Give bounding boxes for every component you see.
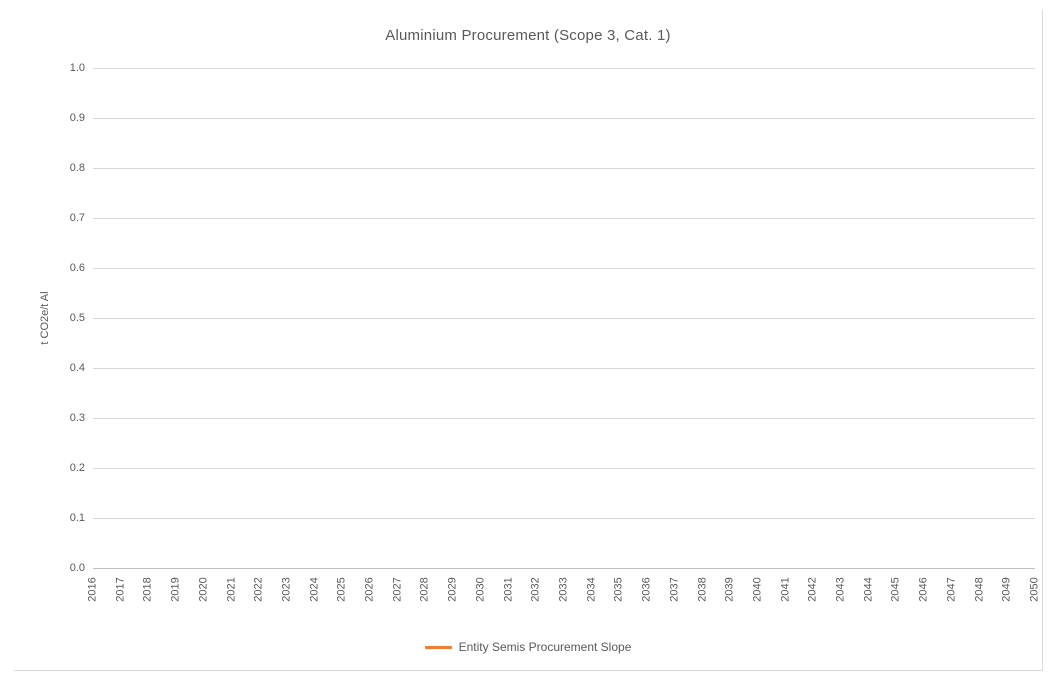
x-tick-label: 2024 [308, 577, 321, 602]
x-tick-label: 2047 [945, 577, 958, 602]
y-tick-label: 0.9 [69, 112, 85, 124]
y-tick-label: 0.6 [69, 262, 85, 274]
gridline [93, 368, 1035, 369]
y-tick-label: 0.7 [69, 212, 85, 224]
x-tick-label: 2018 [141, 577, 154, 602]
x-tick-label: 2027 [391, 577, 404, 602]
x-tick-label: 2042 [806, 577, 819, 602]
x-tick-label: 2028 [418, 577, 431, 602]
x-tick-label: 2023 [280, 577, 293, 602]
x-tick-label: 2021 [225, 577, 238, 602]
gridline [93, 318, 1035, 319]
x-tick-label: 2022 [252, 577, 265, 602]
x-tick-label: 2030 [474, 577, 487, 602]
legend[interactable]: Entity Semis Procurement Slope [14, 640, 1042, 654]
y-tick-label: 0.3 [69, 412, 85, 424]
x-tick-label: 2040 [751, 577, 764, 602]
x-tick-label: 2016 [86, 577, 99, 602]
x-tick-label: 2033 [557, 577, 570, 602]
x-tick-label: 2029 [446, 577, 459, 602]
x-tick-label: 2020 [197, 577, 210, 602]
legend-series-label: Entity Semis Procurement Slope [458, 640, 632, 654]
y-tick-label: 1.0 [69, 62, 85, 74]
gridline [93, 218, 1035, 219]
plot-area: 1.0 0.9 0.8 0.7 0.6 0.5 0.4 0.3 0.2 0.1 0.0 2016 201… [14, 10, 1042, 670]
y-tick-label: 0.5 [69, 312, 85, 324]
x-tick-label: 2019 [169, 577, 182, 602]
gridline [93, 168, 1035, 169]
x-axis-line [93, 568, 1035, 569]
y-axis-title: t CO2e/t Al [39, 291, 51, 345]
y-tick-label: 0.4 [69, 362, 85, 374]
x-tick-label: 2041 [779, 577, 792, 602]
gridline [93, 418, 1035, 419]
x-tick-label: 2046 [917, 577, 930, 602]
x-tick-label: 2026 [363, 577, 376, 602]
x-tick-label: 2034 [585, 577, 598, 602]
x-tick-label: 2039 [723, 577, 736, 602]
x-tick-label: 2038 [696, 577, 709, 602]
legend-line-marker-icon [424, 645, 452, 649]
x-tick-label: 2025 [335, 577, 348, 602]
x-tick-label: 2043 [834, 577, 847, 602]
x-tick-label: 2035 [612, 577, 625, 602]
x-tick-label: 2037 [668, 577, 681, 602]
y-tick-label: 0.2 [69, 462, 85, 474]
chart-title: Aluminium Procurement (Scope 3, Cat. 1) [385, 27, 671, 44]
gridline [93, 468, 1035, 469]
x-tick-label: 2031 [502, 577, 515, 602]
chart-container[interactable]: Aluminium Procurement (Scope 3, Cat. 1) … [14, 10, 1043, 671]
x-tick-label: 2017 [114, 577, 127, 602]
gridline [93, 118, 1035, 119]
x-tick-label: 2036 [640, 577, 653, 602]
x-tick-label: 2044 [862, 577, 875, 602]
gridline [93, 68, 1035, 69]
y-tick-label: 0.1 [69, 512, 85, 524]
y-tick-label: 0.0 [69, 562, 85, 574]
x-tick-label: 2049 [1000, 577, 1013, 602]
y-tick-label: 0.8 [69, 162, 85, 174]
gridline [93, 518, 1035, 519]
x-tick-label: 2048 [973, 577, 986, 602]
x-tick-label: 2050 [1028, 577, 1041, 602]
gridline [93, 268, 1035, 269]
x-tick-label: 2045 [889, 577, 902, 602]
x-tick-label: 2032 [529, 577, 542, 602]
